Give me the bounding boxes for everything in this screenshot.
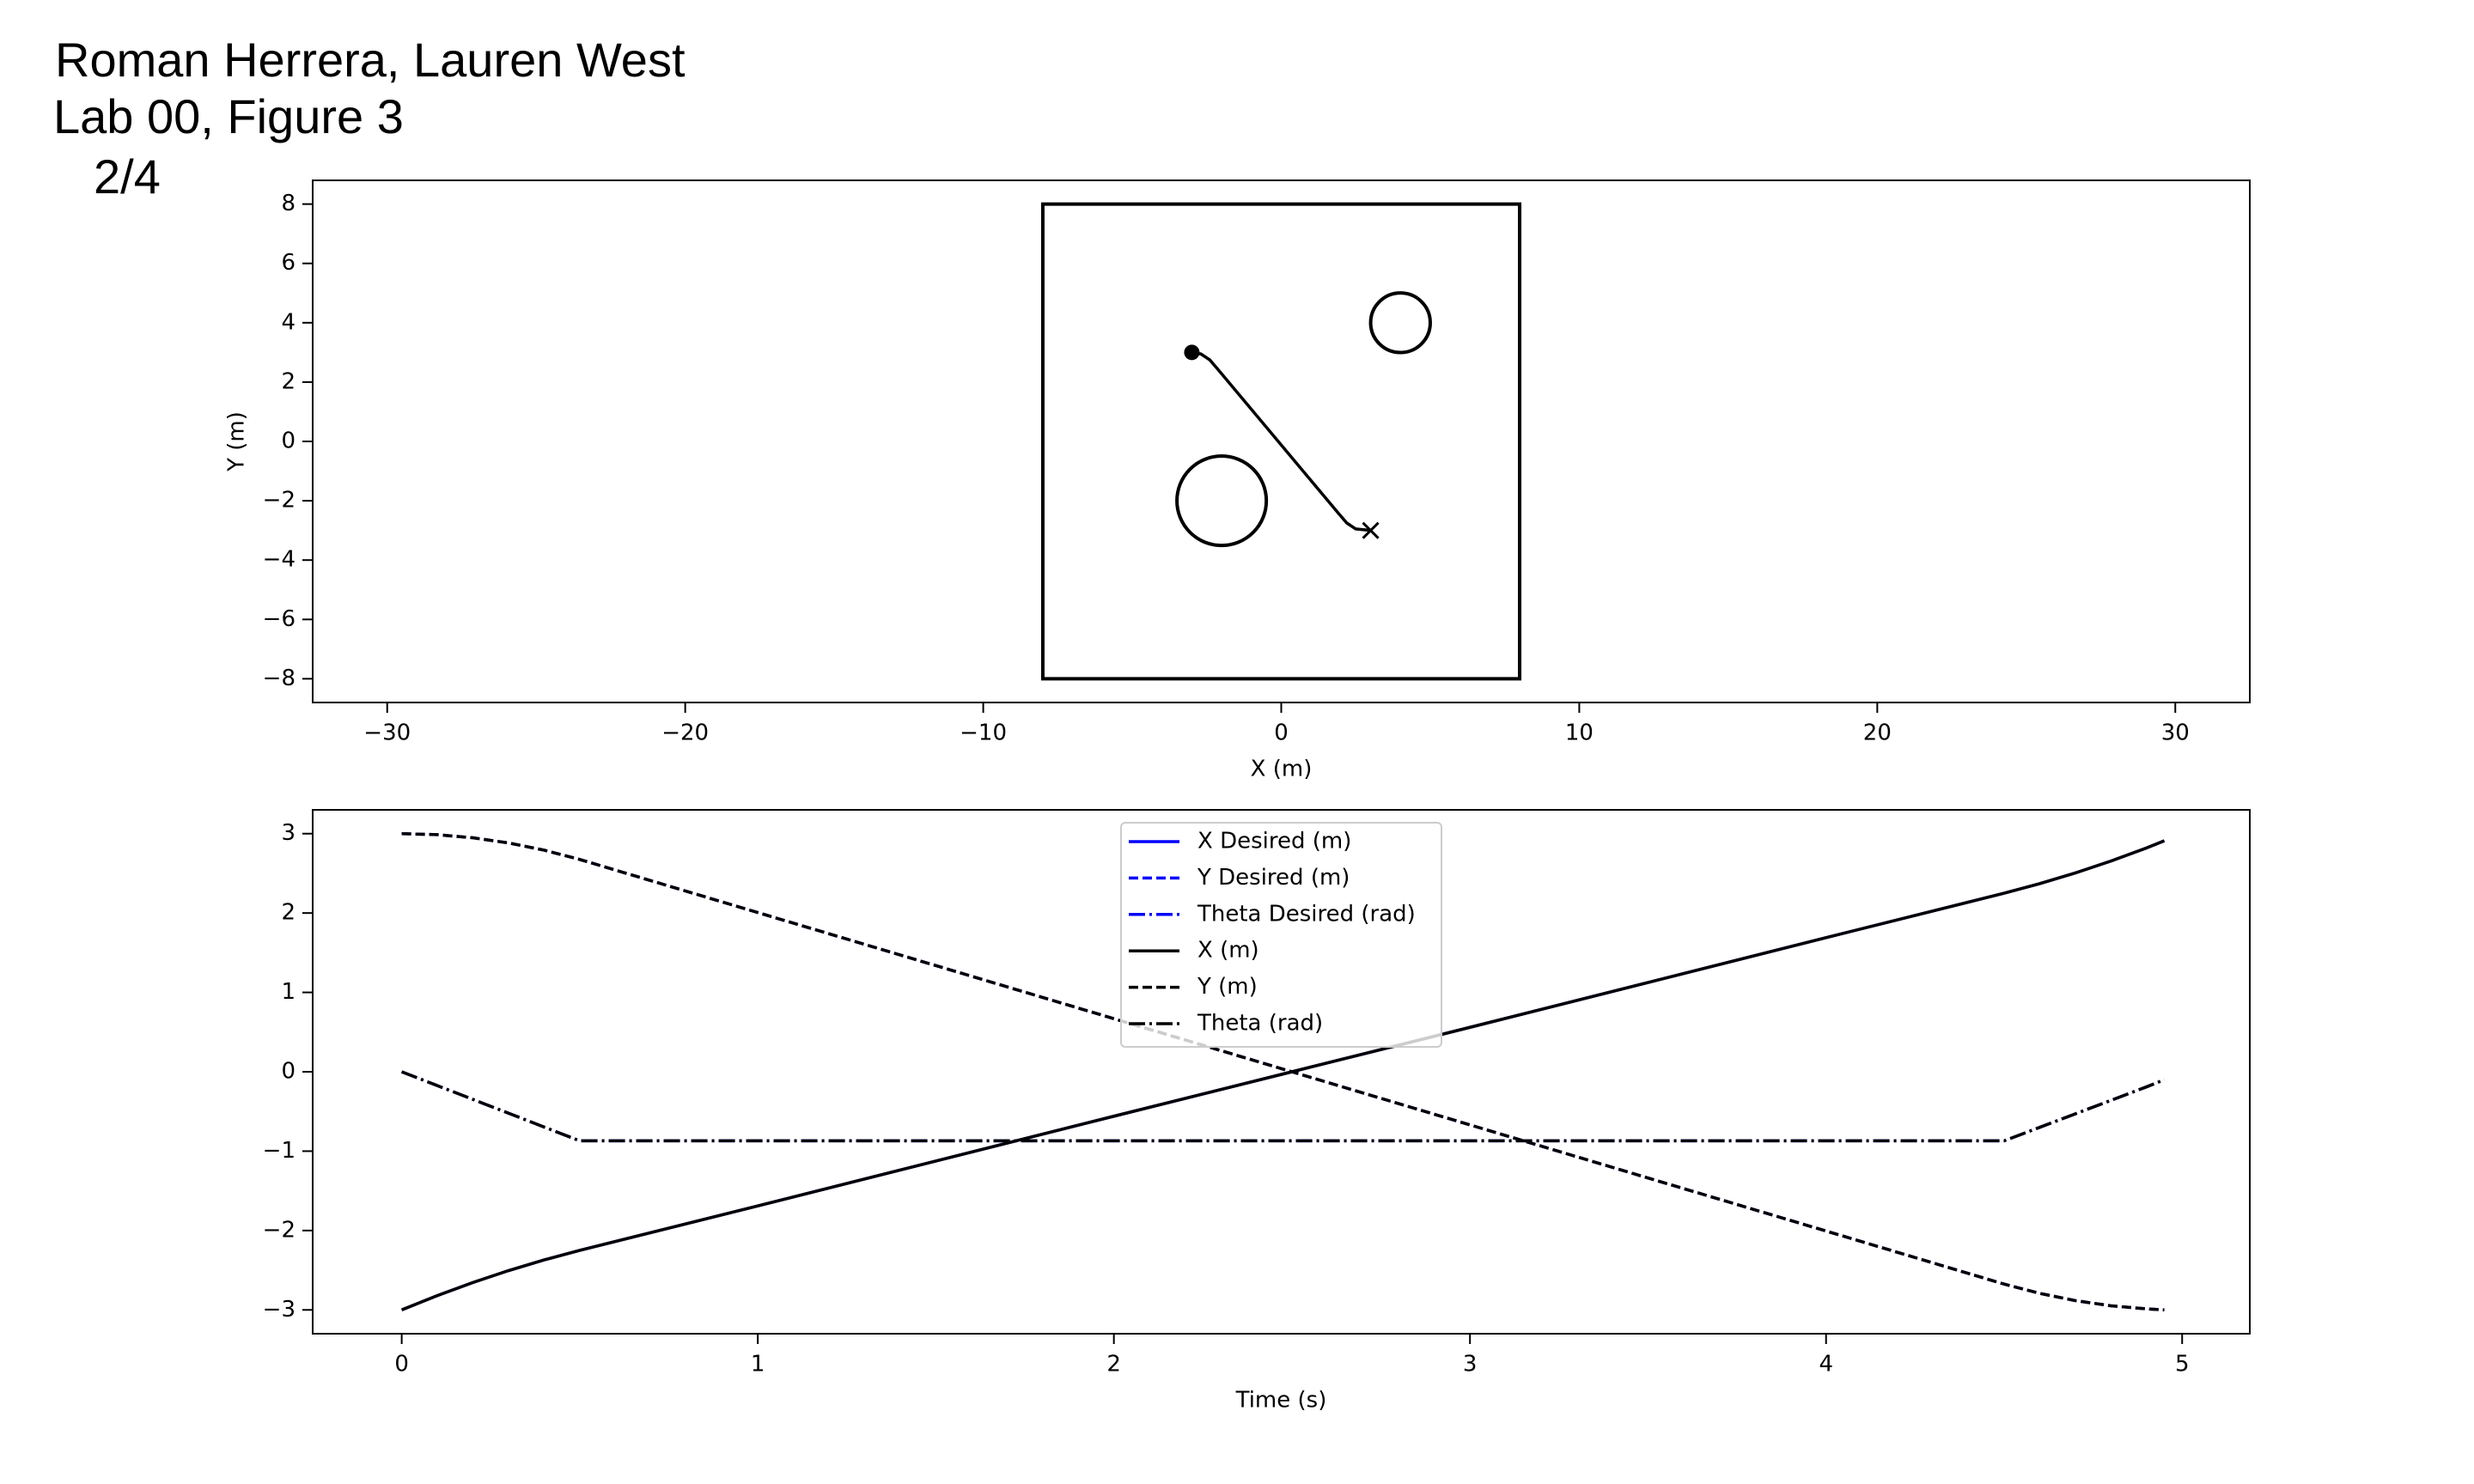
x-tick-label: 20	[1863, 721, 1892, 746]
x-tick-label: 1	[751, 1352, 765, 1378]
boundary	[1040, 202, 1522, 681]
start-marker	[1184, 344, 1200, 361]
series-line	[401, 831, 2165, 1312]
x-tick-label: 0	[1274, 721, 1289, 746]
y-tick-label: 3	[281, 820, 296, 846]
y-tick-label: −1	[263, 1138, 296, 1164]
series-line	[400, 1070, 2166, 1143]
y-tick-label: 8	[281, 191, 296, 216]
legend-label: Theta Desired (rad)	[1197, 901, 1416, 927]
x-axis-label: Time (s)	[1235, 1388, 1327, 1414]
figure-title: Roman Herrera, Lauren West	[55, 33, 686, 87]
trajectory	[1191, 350, 1371, 532]
y-tick-label: −8	[263, 666, 296, 691]
x-axis-label: X (m)	[1251, 757, 1313, 782]
goal-marker	[1362, 521, 1380, 539]
legend-label: Y Desired (m)	[1197, 865, 1350, 891]
legend-label: Theta (rad)	[1197, 1011, 1323, 1037]
x-tick-label: 30	[2161, 721, 2190, 746]
y-tick-label: 2	[281, 368, 296, 394]
obstacle	[1368, 291, 1432, 355]
legend-box	[1120, 822, 1442, 1048]
figure-title: 2/4	[94, 149, 161, 204]
x-tick-label: −20	[661, 721, 709, 746]
legend-label: Y (m)	[1197, 974, 1258, 1000]
y-tick-label: −2	[263, 1217, 296, 1243]
y-tick-label: 4	[281, 309, 296, 335]
x-tick-label: 2	[1106, 1352, 1121, 1378]
x-tick-label: 4	[1819, 1352, 1833, 1378]
axes-frame	[312, 179, 2251, 703]
obstacle	[1175, 454, 1269, 548]
y-tick-label: −2	[263, 488, 296, 514]
y-tick-label: 2	[281, 900, 296, 926]
y-tick-label: −3	[263, 1297, 296, 1323]
figure-title: Lab 00, Figure 3	[53, 89, 404, 143]
y-tick-label: −4	[263, 547, 296, 573]
x-tick-label: 3	[1463, 1352, 1478, 1378]
axes-frame	[312, 809, 2251, 1335]
y-tick-label: −6	[263, 606, 296, 632]
legend-label: X Desired (m)	[1197, 829, 1351, 855]
legend-label: X (m)	[1197, 938, 1259, 964]
x-tick-label: 10	[1565, 721, 1593, 746]
x-tick-label: 0	[394, 1352, 409, 1378]
y-tick-label: 1	[281, 979, 296, 1005]
x-tick-label: 5	[2175, 1352, 2190, 1378]
y-tick-label: 0	[281, 1059, 296, 1085]
y-tick-label: 0	[281, 429, 296, 454]
x-tick-label: −10	[960, 721, 1007, 746]
y-tick-label: 6	[281, 250, 296, 276]
y-axis-label: Y (m)	[224, 411, 250, 472]
x-tick-label: −30	[363, 721, 411, 746]
